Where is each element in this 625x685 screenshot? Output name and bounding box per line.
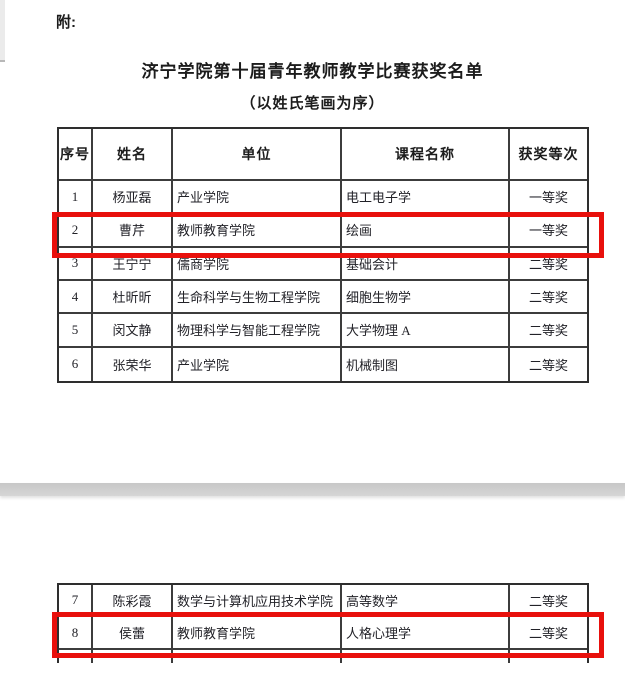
page-break-separator [0, 483, 625, 496]
cell-name: 张荣华 [93, 347, 173, 381]
cell-course: 机械制图 [342, 347, 510, 381]
table-row: 7 陈彩霞 数学与计算机应用技术学院 高等数学 二等奖 [59, 585, 587, 617]
cell-name: 侯蕾 [93, 617, 173, 648]
cell-name: 杜昕昕 [93, 280, 173, 313]
cell-no: 8 [59, 617, 93, 648]
header-course: 课程名称 [342, 129, 510, 179]
cell-award: 二等奖 [528, 593, 568, 609]
cell-unit: 教师教育学院 [173, 214, 342, 246]
cell-no: 6 [59, 347, 93, 381]
cell-course: 人格心理学 [342, 617, 510, 648]
attachment-label: 附: [56, 14, 76, 31]
table-row-highlighted: 8 侯蕾 教师教育学院 人格心理学 二等奖 [59, 617, 587, 650]
table-row-partial [59, 650, 587, 663]
table-row: 1 杨亚磊 产业学院 电工电子学 一等奖 [59, 181, 587, 215]
table-row-highlighted: 2 曹芹 教师教育学院 绘画 一等奖 [59, 214, 587, 248]
cell-no: 4 [59, 280, 93, 313]
cell-no: 7 [59, 585, 93, 615]
cell-no: 3 [59, 247, 93, 279]
header-name: 姓名 [93, 129, 173, 179]
table-row: 4 杜昕昕 生命科学与生物工程学院 细胞生物学 二等奖 [59, 280, 587, 315]
cell-unit: 生命科学与生物工程学院 [173, 280, 342, 313]
cell-course: 电工电子学 [342, 181, 510, 213]
cell-award: 二等奖 [528, 357, 568, 373]
cell-no: 1 [59, 181, 93, 213]
window-edge-artifact [0, 0, 5, 62]
cell-course: 高等数学 [342, 585, 510, 615]
cell-unit: 产业学院 [173, 347, 342, 381]
cell-award [510, 650, 587, 663]
table-row: 3 王宁宁 儒商学院 基础会计 二等奖 [59, 247, 587, 281]
cell-name: 杨亚磊 [93, 181, 173, 213]
cell-unit: 数学与计算机应用技术学院 [173, 585, 342, 615]
cell-no: 5 [59, 314, 93, 346]
cell-name: 王宁宁 [93, 247, 173, 279]
cell-unit: 教师教育学院 [173, 617, 342, 648]
award-table-page2: 7 陈彩霞 数学与计算机应用技术学院 高等数学 二等奖 8 侯蕾 教师教育学院 … [57, 583, 589, 663]
table-row: 5 闵文静 物理科学与智能工程学院 大学物理 A 二等奖 [59, 314, 587, 348]
cell-unit: 产业学院 [173, 181, 342, 213]
cell-unit: 物理科学与智能工程学院 [173, 314, 342, 346]
cell-award: 二等奖 [528, 323, 568, 339]
document-title: 济宁学院第十届青年教师教学比赛获奖名单 [141, 62, 484, 81]
table-row: 6 张荣华 产业学院 机械制图 二等奖 [59, 347, 587, 381]
document-subtitle: （以姓氏笔画为序） [240, 95, 385, 112]
cell-course: 大学物理 A [342, 314, 510, 346]
cell-award: 二等奖 [528, 256, 568, 272]
cell-course: 细胞生物学 [342, 280, 510, 313]
cell-no: 2 [59, 214, 93, 246]
cell-no [59, 650, 93, 663]
cell-course: 基础会计 [342, 247, 510, 279]
cell-name [93, 650, 173, 663]
cell-name: 陈彩霞 [93, 585, 173, 615]
cell-unit: 儒商学院 [173, 247, 342, 279]
cell-award: 一等奖 [528, 190, 568, 206]
header-award: 获奖等次 [518, 146, 579, 162]
cell-course [342, 650, 510, 663]
cell-course: 绘画 [342, 214, 510, 246]
cell-name: 闵文静 [93, 314, 173, 346]
cell-unit [173, 650, 342, 663]
header-no: 序号 [59, 129, 93, 179]
cell-award: 二等奖 [528, 290, 568, 306]
table-header-row: 序号 姓名 单位 课程名称 获奖等次 [59, 129, 587, 181]
cell-award: 一等奖 [528, 223, 568, 239]
award-table-page1: 序号 姓名 单位 课程名称 获奖等次 1 杨亚磊 产业学院 电工电子学 一等奖 … [57, 127, 589, 383]
cell-name: 曹芹 [93, 214, 173, 246]
header-unit: 单位 [173, 129, 342, 179]
cell-award: 二等奖 [528, 626, 568, 641]
